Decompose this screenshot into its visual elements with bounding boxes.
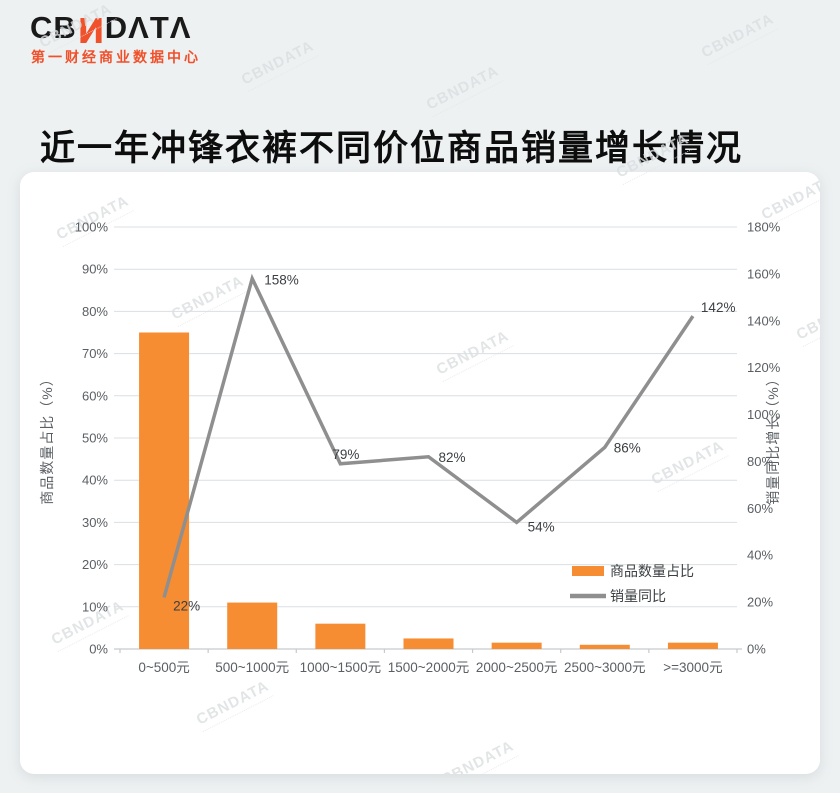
category-label: 0~500元: [138, 660, 189, 675]
bar: [403, 638, 454, 649]
watermark: CBNDATA: [238, 37, 320, 95]
page-title: 近一年冲锋衣裤不同价位商品销量增长情况: [40, 129, 744, 169]
bar: [227, 602, 278, 649]
watermark-text: CBNDATA: [438, 737, 517, 774]
watermark-text: CBNDATA: [423, 62, 502, 114]
category-label: >=3000元: [663, 660, 722, 675]
line-point-label: 22%: [173, 598, 200, 613]
watermark-text: CBNDATA: [698, 10, 777, 62]
brand-subtitle: 第一财经商业数据中心: [31, 49, 201, 65]
category-label: 1500~2000元: [388, 660, 469, 675]
left-axis-tick-label: 0%: [89, 642, 108, 657]
bar: [491, 642, 542, 649]
trend-line: [162, 273, 695, 598]
right-axis-tick-label: 160%: [747, 266, 781, 281]
legend-label-bar: 商品数量占比: [610, 563, 694, 579]
right-axis-tick-label: 0%: [747, 642, 766, 657]
right-axis-tick-label: 180%: [747, 220, 781, 235]
left-axis-tick-label: 30%: [82, 515, 108, 530]
watermark: CBNDATA: [423, 62, 505, 120]
category-label: 2000~2500元: [476, 660, 557, 675]
line-point-label: 142%: [701, 300, 736, 315]
right-axis-tick-label: 100%: [747, 407, 781, 422]
sales-growth-chart: 0% 10% 20% 30% 40% 50% 60% 70% 80% 90% 100% 0% 20% 40…: [39, 220, 781, 676]
bar: [667, 642, 718, 649]
left-axis-tick-label: 70%: [82, 346, 108, 361]
logo-n-icon: [80, 18, 102, 43]
bar: [579, 644, 630, 649]
category-label: 500~1000元: [215, 660, 289, 675]
watermark-subline: [447, 754, 520, 774]
line-point-label: 82%: [439, 450, 466, 465]
bar: [315, 623, 366, 649]
left-axis-tick-label: 20%: [82, 557, 108, 572]
left-axis-title: 商品数量占比（%）: [39, 371, 55, 504]
left-axis-tick-label: 60%: [82, 388, 108, 403]
category-label: 1000~1500元: [300, 660, 381, 675]
right-axis-tick-label: 140%: [747, 313, 781, 328]
left-axis-tick-label: 10%: [82, 599, 108, 614]
legend-swatch-bar: [572, 566, 604, 576]
left-axis-tick-label: 100%: [75, 220, 109, 235]
watermark-text: CBNDATA: [238, 37, 317, 89]
right-axis-tick-label: 40%: [747, 548, 773, 563]
right-axis-title: 销量同比增长（%）: [765, 371, 781, 504]
left-axis-tick-label: 80%: [82, 304, 108, 319]
left-axis-tick-label: 50%: [82, 431, 108, 446]
cbndata-logo: CB DΛTΛ: [30, 12, 191, 43]
line-point-label: 158%: [264, 273, 299, 288]
legend-label-line: 销量同比: [610, 588, 666, 604]
right-axis-tick-label: 80%: [747, 454, 773, 469]
right-axis-tick-label: 60%: [747, 501, 773, 516]
left-axis-tick-label: 40%: [82, 473, 108, 488]
logo-text-data: DΛTΛ: [104, 10, 192, 45]
category-label: 2500~3000元: [564, 660, 645, 675]
chart-card: CBNDATA CBNDATA CBNDATA CBNDATA CBNDATA CBNDA…: [20, 172, 820, 774]
watermark: CBNDATA: [698, 10, 780, 68]
line-point-label: 54%: [528, 519, 555, 534]
right-axis-tick-label: 20%: [747, 595, 773, 610]
watermark-subline: [707, 27, 780, 68]
logo-text-cb: CB: [30, 10, 77, 45]
right-axis-tick-label: 120%: [747, 360, 781, 375]
watermark: CBNDATA: [438, 737, 520, 774]
line-point-label: 79%: [332, 447, 359, 462]
watermark-subline: [247, 54, 320, 95]
left-axis-tick-label: 90%: [82, 262, 108, 277]
watermark-subline: [432, 79, 505, 120]
line-point-label: 86%: [614, 440, 641, 455]
